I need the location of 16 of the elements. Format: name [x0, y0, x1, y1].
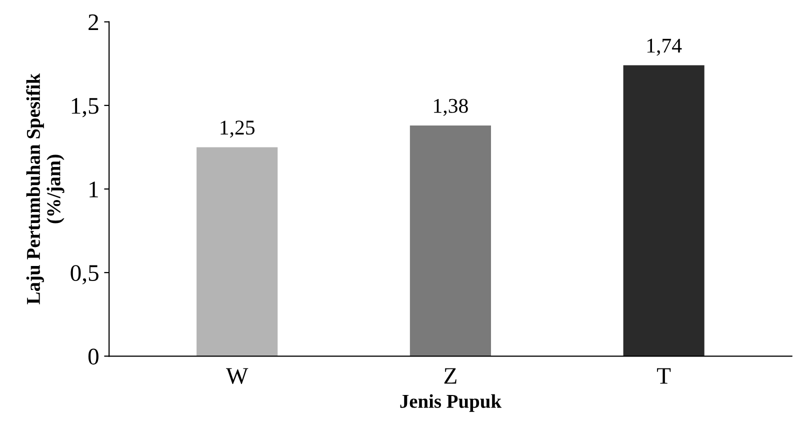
y-axis-title: Laju Pertumbuhan Spesifik (%/jam) [26, 73, 64, 304]
data-label: 1,25 [220, 120, 255, 138]
y-tick-label: 0,5 [70, 265, 98, 284]
y-tick-label: 1,5 [72, 98, 98, 118]
data-label: 1,38 [434, 98, 468, 116]
y-tick-label: 1 [90, 182, 98, 198]
x-tick-label: T [657, 368, 671, 384]
y-tick-label: 0 [88, 348, 98, 365]
data-label: 1,74 [647, 38, 682, 56]
x-tick-label: Z [444, 368, 456, 384]
bar [623, 65, 704, 356]
x-tick-label: W [226, 368, 248, 384]
bar [410, 125, 491, 356]
y-tick-label: 2 [88, 14, 98, 30]
x-axis-title: Jenis Pupuk [400, 394, 502, 412]
bar [196, 147, 278, 356]
